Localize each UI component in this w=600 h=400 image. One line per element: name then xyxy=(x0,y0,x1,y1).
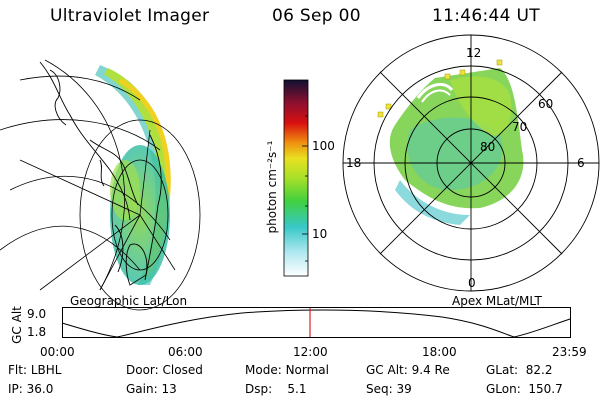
mlt-label-12: 12 xyxy=(466,46,482,60)
image-date: 06 Sep 00 xyxy=(272,6,361,26)
status-glon: GLon: 150.7 xyxy=(486,382,563,396)
left-panel-label: Geographic Lat/Lon xyxy=(70,294,188,308)
status-mode: Mode: Normal xyxy=(245,363,329,377)
colorbar-unit-label: photon cm⁻²s⁻¹ xyxy=(265,140,279,234)
orbit-ytick-high: 9.0 xyxy=(27,307,47,321)
orbit-altitude-curve xyxy=(61,309,571,338)
status-filter: Flt: LBHL xyxy=(8,363,62,377)
mlt-label-0: 0 xyxy=(468,276,476,290)
status-ip: IP: 36.0 xyxy=(8,382,54,396)
lat-lon-grid xyxy=(0,59,201,311)
status-gc-alt: GC Alt: 9.4 Re xyxy=(366,363,450,377)
time-tick-0600: 06:00 xyxy=(168,345,203,359)
colorbar-tick-10: 10 xyxy=(312,227,328,241)
polar-grid xyxy=(342,34,600,292)
status-dsp: Dsp: 5.1 xyxy=(245,382,307,396)
geographic-globe-image xyxy=(0,59,201,311)
coastline-dark-fill xyxy=(125,243,148,286)
instrument-title: Ultraviolet Imager xyxy=(50,6,210,26)
lat-label-80: 80 xyxy=(480,140,496,154)
status-glat: GLat: 82.2 xyxy=(486,363,553,377)
polar-mlt-plot xyxy=(342,34,600,292)
orbit-ytick-low: 1.8 xyxy=(27,325,47,339)
coastlines xyxy=(39,61,162,281)
image-time: 11:46:44 UT xyxy=(432,6,540,26)
orbit-altitude-plot xyxy=(61,307,571,338)
polar-dayside-arc xyxy=(416,82,454,99)
mlt-label-6: 6 xyxy=(577,156,585,170)
polar-yellow-markers xyxy=(377,59,503,118)
time-tick-1200: 12:00 xyxy=(293,345,328,359)
status-gain: Gain: 13 xyxy=(126,382,177,396)
lat-label-60: 60 xyxy=(538,97,554,111)
right-panel-label: Apex MLat/MLT xyxy=(452,294,542,308)
colorbar-tick-100: 100 xyxy=(312,139,335,153)
lat-label-70: 70 xyxy=(512,120,528,134)
limb-glow-inner xyxy=(104,68,169,278)
time-tick-0000: 00:00 xyxy=(40,345,75,359)
status-door: Door: Closed xyxy=(126,363,203,377)
time-tick-1800: 18:00 xyxy=(422,345,457,359)
orbit-ylabel: GC Alt xyxy=(9,306,24,344)
colorbar xyxy=(283,79,309,277)
time-tick-2359: 23:59 xyxy=(552,345,587,359)
mlt-label-18: 18 xyxy=(346,156,362,170)
status-seq: Seq: 39 xyxy=(366,382,412,396)
